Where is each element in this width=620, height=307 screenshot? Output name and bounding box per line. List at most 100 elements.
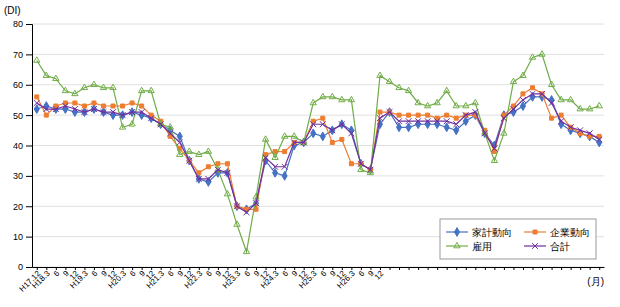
point	[491, 146, 497, 152]
x-tick	[523, 267, 524, 270]
point	[444, 123, 449, 132]
x-tick: 6	[357, 267, 367, 278]
x-tick: 6	[166, 267, 176, 278]
x-tick-mark	[75, 267, 76, 270]
x-tick-mark	[523, 267, 524, 270]
point	[82, 109, 88, 115]
point	[539, 51, 545, 56]
y-tick-mark	[26, 237, 32, 238]
point	[349, 162, 353, 166]
x-tick-mark	[351, 267, 352, 270]
point	[321, 116, 325, 120]
x-tick-label: H18.3	[30, 269, 52, 291]
point	[558, 96, 564, 101]
point	[186, 148, 192, 153]
point	[501, 115, 507, 121]
point	[253, 200, 259, 206]
y-tick-mark	[26, 24, 32, 25]
x-tick: H20.3	[107, 267, 129, 290]
point	[358, 161, 364, 167]
point	[510, 78, 516, 83]
point	[311, 129, 316, 138]
x-tick-label: 6	[52, 269, 62, 279]
x-tick	[561, 267, 562, 270]
x-tick-label: 12	[373, 269, 386, 282]
point	[187, 159, 191, 163]
point	[348, 96, 354, 101]
x-tick-mark	[266, 267, 267, 270]
x-tick-mark	[552, 267, 553, 270]
x-tick-label: 6	[281, 269, 291, 279]
point	[110, 84, 116, 89]
x-tick	[504, 267, 505, 270]
point	[34, 100, 40, 106]
point	[320, 121, 326, 127]
point	[273, 150, 277, 154]
x-tick	[475, 267, 476, 270]
point	[463, 112, 469, 118]
point	[397, 113, 401, 117]
x-tick	[428, 267, 429, 270]
x-tick-mark	[533, 267, 534, 270]
y-tick-mark	[26, 115, 32, 116]
x-tick: 6	[242, 267, 252, 278]
point	[405, 87, 411, 92]
x-tick-mark	[161, 267, 162, 270]
x-tick: H26.3	[335, 267, 357, 290]
x-tick-mark	[590, 267, 591, 270]
x-tick-mark	[580, 267, 581, 270]
point	[140, 104, 144, 108]
point	[520, 72, 526, 77]
legend: 家計動向企業動向雇用合計	[440, 219, 596, 259]
x-tick	[447, 267, 448, 270]
x-tick-mark	[294, 267, 295, 270]
y-tick: 50	[13, 111, 32, 121]
point	[206, 165, 210, 169]
point	[91, 81, 97, 86]
point	[529, 54, 535, 59]
x-tick-mark	[513, 267, 514, 270]
point	[348, 130, 354, 136]
point	[568, 96, 574, 101]
point	[491, 157, 497, 162]
y-tick-label: 30	[13, 171, 23, 181]
series	[34, 93, 602, 214]
point	[205, 148, 211, 153]
point	[234, 221, 240, 226]
y-tick-label: 50	[13, 111, 23, 121]
point	[225, 162, 229, 166]
y-tick: 60	[13, 80, 32, 90]
y-tick: 0	[18, 262, 32, 272]
point	[149, 114, 154, 123]
point	[301, 140, 307, 146]
legend-item: 雇用	[446, 241, 492, 252]
x-tick-mark	[504, 267, 505, 270]
point	[119, 124, 125, 129]
x-tick-mark	[37, 267, 38, 270]
point	[81, 84, 87, 89]
y-tick-label: 80	[13, 19, 23, 29]
x-tick	[599, 267, 600, 270]
point	[273, 168, 278, 177]
x-tick-mark	[113, 267, 114, 270]
point	[453, 121, 459, 127]
legend-marker	[533, 230, 537, 234]
point	[320, 93, 326, 98]
point	[291, 140, 297, 146]
point	[415, 118, 421, 124]
point	[197, 171, 201, 175]
point	[282, 172, 287, 181]
x-tick	[533, 267, 534, 270]
x-tick-mark	[390, 267, 391, 270]
x-tick-mark	[475, 267, 476, 270]
x-tick-mark	[485, 267, 486, 270]
x-tick	[494, 267, 495, 270]
point	[34, 105, 39, 114]
point	[216, 162, 220, 166]
point	[539, 91, 545, 97]
point	[453, 102, 459, 107]
x-tick: 6	[90, 267, 100, 278]
x-tick-label: 6	[357, 269, 367, 279]
x-tick-mark	[84, 267, 85, 270]
x-tick-mark	[313, 267, 314, 270]
